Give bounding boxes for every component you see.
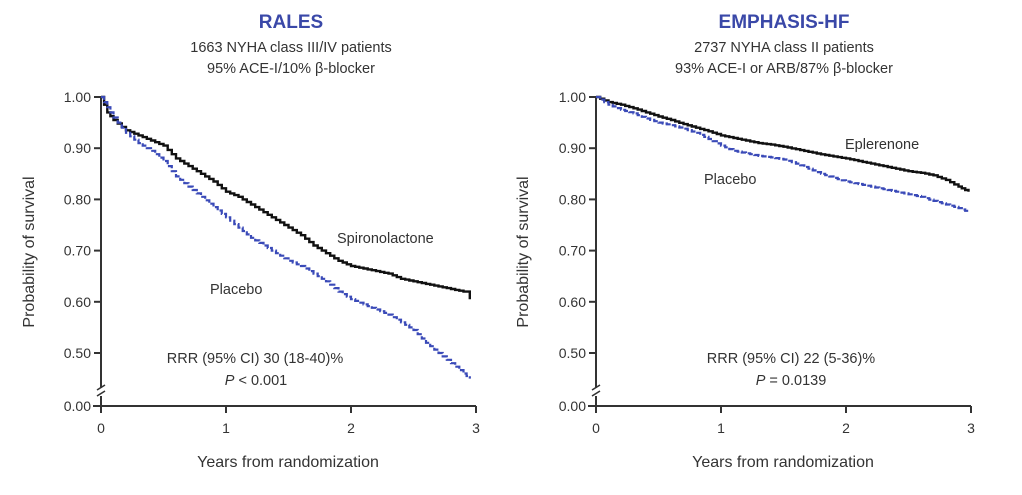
chart-subtitle-line-2: 93% ACE-I or ARB/87% β-blocker xyxy=(675,61,893,77)
treatment-curve xyxy=(101,95,471,300)
axes xyxy=(588,96,972,413)
chart-title: EMPHASIS-HF xyxy=(719,12,850,33)
p-value-annotation: P < 0.001 xyxy=(225,373,287,389)
p-value: < 0.001 xyxy=(234,373,287,389)
rrr-annotation: RRR (95% CI) 30 (18-40)% xyxy=(167,351,344,367)
placebo-curve xyxy=(101,95,471,379)
treatment-curve-label: Spironolactone xyxy=(337,231,434,247)
placebo-curve-label: Placebo xyxy=(704,172,756,188)
chart-title: RALES xyxy=(259,12,323,33)
x-tick-label: 0 xyxy=(592,420,600,436)
rrr-annotation: RRR (95% CI) 22 (5-36)% xyxy=(707,351,876,367)
y-tick-label: 0.90 xyxy=(559,140,586,156)
x-tick-label: 0 xyxy=(97,420,105,436)
y-tick-label: 1.00 xyxy=(559,89,586,105)
x-tick-label: 2 xyxy=(842,420,850,436)
y-axis-label: Probability of survival xyxy=(515,176,532,327)
x-tick-label: 3 xyxy=(472,420,480,436)
y-tick-label: 0.80 xyxy=(64,191,91,207)
p-symbol: P xyxy=(225,373,235,389)
axis-break-mark xyxy=(96,384,106,397)
y-axis-label: Probability of survival xyxy=(21,176,38,327)
p-value-annotation: P = 0.0139 xyxy=(756,373,827,389)
y-tick-label: 0.50 xyxy=(559,345,586,361)
y-tick-label: 0.80 xyxy=(559,191,586,207)
treatment-curve xyxy=(596,95,970,192)
p-symbol: P xyxy=(756,373,766,389)
chart-subtitle-line-2: 95% ACE-I/10% β-blocker xyxy=(207,61,375,77)
chart-subtitle-line-1: 1663 NYHA class III/IV patients xyxy=(190,40,392,56)
rales-panel: RALES 1663 NYHA class III/IV patients 95… xyxy=(21,12,480,471)
y-tick-label: 0.50 xyxy=(64,345,91,361)
axis-break-mark xyxy=(591,384,601,397)
x-tick-labels: 0 1 2 3 xyxy=(97,420,480,436)
placebo-curve xyxy=(596,95,970,213)
chart-subtitle-line-1: 2737 NYHA class II patients xyxy=(694,40,874,56)
placebo-curve-label: Placebo xyxy=(210,282,262,298)
y-tick-label: 0.00 xyxy=(559,398,586,414)
y-tick-label: 0.90 xyxy=(64,140,91,156)
y-tick-label: 0.70 xyxy=(559,243,586,259)
x-tick-label: 3 xyxy=(967,420,975,436)
x-tick-label: 2 xyxy=(347,420,355,436)
x-tick-label: 1 xyxy=(222,420,230,436)
y-tick-label: 0.70 xyxy=(64,243,91,259)
axes xyxy=(93,96,477,413)
x-tick-label: 1 xyxy=(717,420,725,436)
series-group xyxy=(101,95,471,379)
y-tick-labels: 1.00 0.90 0.80 0.70 0.60 0.50 0.00 xyxy=(559,89,586,414)
x-tick-labels: 0 1 2 3 xyxy=(592,420,975,436)
x-axis-label: Years from randomization xyxy=(197,454,379,471)
y-tick-label: 0.00 xyxy=(64,398,91,414)
treatment-curve-label: Eplerenone xyxy=(845,137,919,153)
x-axis-label: Years from randomization xyxy=(692,454,874,471)
y-tick-label: 1.00 xyxy=(64,89,91,105)
series-group xyxy=(596,95,970,213)
y-tick-label: 0.60 xyxy=(559,294,586,310)
emphasis-hf-panel: EMPHASIS-HF 2737 NYHA class II patients … xyxy=(515,12,975,471)
y-tick-labels: 1.00 0.90 0.80 0.70 0.60 0.50 0.00 xyxy=(64,89,91,414)
y-tick-label: 0.60 xyxy=(64,294,91,310)
p-value: = 0.0139 xyxy=(765,373,826,389)
